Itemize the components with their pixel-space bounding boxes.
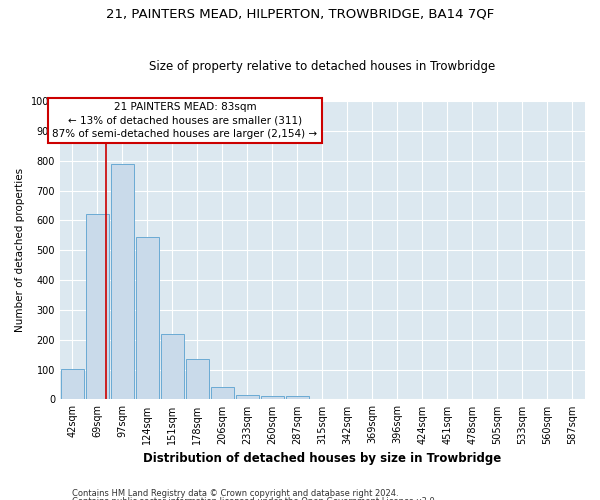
Bar bbox=[161, 334, 184, 400]
Bar bbox=[111, 164, 134, 400]
Bar bbox=[261, 396, 284, 400]
Bar bbox=[61, 368, 84, 400]
Title: Size of property relative to detached houses in Trowbridge: Size of property relative to detached ho… bbox=[149, 60, 496, 74]
Text: Contains public sector information licensed under the Open Government Licence v3: Contains public sector information licen… bbox=[72, 497, 437, 500]
Bar bbox=[136, 237, 159, 400]
Bar bbox=[211, 387, 234, 400]
Y-axis label: Number of detached properties: Number of detached properties bbox=[15, 168, 25, 332]
Bar bbox=[186, 359, 209, 400]
Text: 21, PAINTERS MEAD, HILPERTON, TROWBRIDGE, BA14 7QF: 21, PAINTERS MEAD, HILPERTON, TROWBRIDGE… bbox=[106, 8, 494, 20]
Bar bbox=[236, 395, 259, 400]
X-axis label: Distribution of detached houses by size in Trowbridge: Distribution of detached houses by size … bbox=[143, 452, 502, 465]
Bar bbox=[86, 214, 109, 400]
Text: 21 PAINTERS MEAD: 83sqm
← 13% of detached houses are smaller (311)
87% of semi-d: 21 PAINTERS MEAD: 83sqm ← 13% of detache… bbox=[52, 102, 317, 139]
Text: Contains HM Land Registry data © Crown copyright and database right 2024.: Contains HM Land Registry data © Crown c… bbox=[72, 488, 398, 498]
Bar bbox=[286, 396, 309, 400]
